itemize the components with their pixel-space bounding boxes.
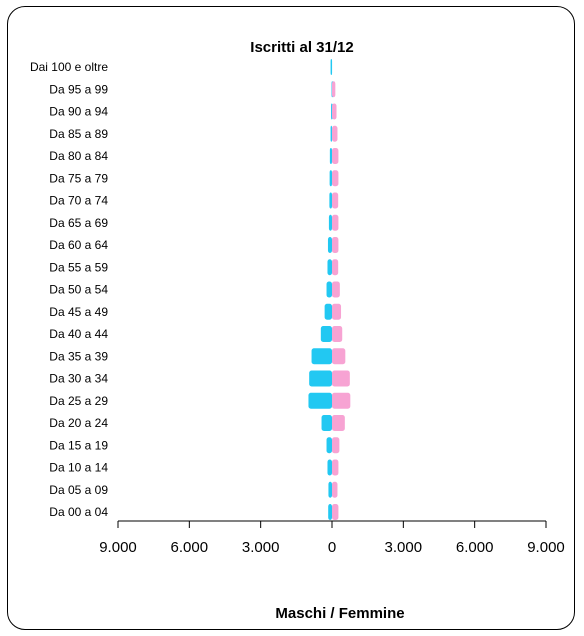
category-label: Da 25 a 29 [49,394,108,408]
bar-femmine [332,481,338,498]
bar-maschi [308,392,332,409]
bar-femmine [332,81,336,98]
category-label: Da 90 a 94 [49,105,108,119]
bar-maschi [311,348,332,365]
x-axis: 9.000 6.000 3.000 0 3.000 6.000 9.000 [99,520,565,556]
bar-femmine [332,326,343,342]
bar-maschi [324,303,332,320]
category-label: Da 95 a 99 [49,82,108,96]
category-label: Da 00 a 04 [49,505,108,519]
bar-femmine [332,237,339,253]
bar-maschi [330,59,333,75]
bar-maschi [326,281,332,298]
bar-maschi [330,125,333,142]
bar-maschi [328,214,332,231]
bars [308,59,351,520]
category-label: Da 15 a 19 [49,438,108,452]
bar-maschi [309,370,332,387]
bar-femmine [332,125,338,142]
x-tick-label: 3.000 [242,539,280,556]
chart-title: Iscritti al 31/12 [250,39,353,56]
bar-femmine [332,281,340,298]
x-tick-label: 6.000 [456,539,494,556]
bar-femmine [332,259,339,276]
bar-maschi [329,170,332,187]
category-label: Da 85 a 89 [49,127,108,141]
bar-femmine [332,392,351,409]
category-label: Da 55 a 59 [49,260,108,274]
category-label: Da 40 a 44 [49,327,108,341]
chart-frame [7,6,575,630]
x-tick-label: 3.000 [385,539,423,556]
bar-femmine [332,415,345,431]
category-label: Da 80 a 84 [49,149,108,163]
bar-femmine [332,103,337,120]
category-label: Da 20 a 24 [49,416,108,430]
bar-maschi [326,437,332,454]
bar-maschi [321,415,332,431]
category-label: Da 60 a 64 [49,238,108,252]
bar-maschi [328,504,332,520]
bar-maschi [329,148,332,164]
bar-femmine [332,192,339,209]
bar-maschi [328,481,332,498]
category-label: Da 65 a 69 [49,216,108,230]
x-tick-label: 6.000 [171,539,209,556]
category-label: Da 30 a 34 [49,372,108,386]
bar-femmine [332,504,339,520]
category-label: Da 70 a 74 [49,194,108,208]
bar-maschi [320,326,332,342]
bar-femmine [332,370,350,387]
bar-femmine [332,214,339,231]
category-label: Da 05 a 09 [49,483,108,497]
category-label: Da 10 a 14 [49,461,108,475]
bar-femmine [332,303,342,320]
category-label: Da 45 a 49 [49,305,108,319]
x-axis-label: Maschi / Femmine [275,605,404,622]
bar-femmine [332,437,340,454]
category-labels: Dai 100 e oltre Da 95 a 99 Da 90 a 94 Da 85… [30,60,108,519]
x-tick-label: 0 [328,539,336,556]
bar-maschi [327,237,332,253]
bar-femmine [332,170,339,187]
bar-maschi [327,259,332,276]
bar-femmine [332,348,346,365]
x-tick-label: 9.000 [99,539,137,556]
x-tick-label: 9.000 [527,539,565,556]
category-label: Da 50 a 54 [49,283,108,297]
bar-maschi [327,459,332,476]
category-label: Dai 100 e oltre [30,60,108,74]
category-label: Da 75 a 79 [49,171,108,185]
bar-maschi [329,192,332,209]
bar-femmine [332,148,339,164]
bar-femmine [332,459,339,476]
category-label: Da 35 a 39 [49,349,108,363]
